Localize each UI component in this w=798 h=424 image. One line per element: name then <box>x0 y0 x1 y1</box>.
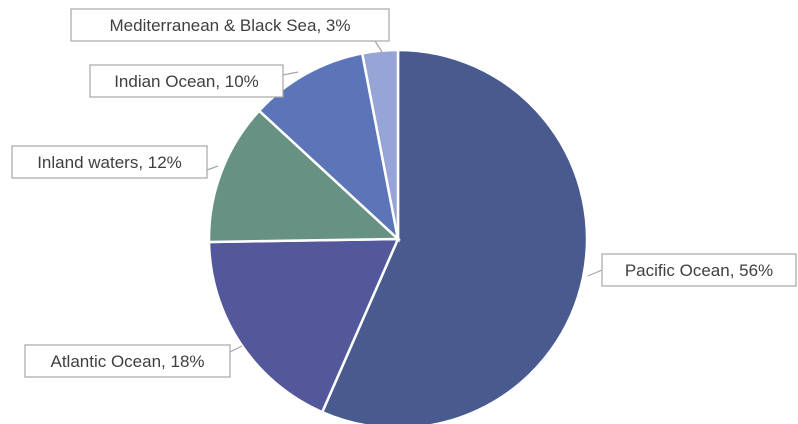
callout-box <box>89 64 284 98</box>
callouts: Pacific Ocean, 56% Atlantic Ocean, 18% Inl… <box>11 8 797 378</box>
slice-mediterranean-and-black-sea <box>360 48 400 240</box>
slice-atlantic-ocean <box>207 237 400 414</box>
callout-inland-waters: Inland waters, 12% <box>11 145 208 179</box>
callout-atlantic-ocean: Atlantic Ocean, 18% <box>24 344 231 378</box>
callout-pacific-ocean: Pacific Ocean, 56% <box>601 253 797 287</box>
slice-pacific-ocean <box>320 48 589 424</box>
leader-line-pacific-ocean <box>587 269 603 277</box>
callout-leaders <box>206 40 603 353</box>
callout-box <box>70 8 390 42</box>
data-label: Mediterranean & Black Sea, 3% <box>110 16 351 35</box>
slice-indian-ocean <box>257 51 400 243</box>
callout-box <box>601 253 797 287</box>
data-label: Atlantic Ocean, 18% <box>50 352 204 371</box>
leader-line-mediterranean-and-black-sea <box>374 40 383 53</box>
callout-box <box>11 145 208 179</box>
data-label: Pacific Ocean, 56% <box>625 261 773 280</box>
data-label: Inland waters, 12% <box>37 153 182 172</box>
callout-mediterranean-and-black-sea: Mediterranean & Black Sea, 3% <box>70 8 390 42</box>
data-label: Indian Ocean, 10% <box>114 72 259 91</box>
leader-line-indian-ocean <box>282 71 299 76</box>
slice-inland-waters <box>207 108 402 244</box>
callout-indian-ocean: Indian Ocean, 10% <box>89 64 284 98</box>
pie-slices <box>207 48 589 424</box>
leader-line-inland-waters <box>206 165 219 171</box>
callout-box <box>24 344 231 378</box>
leader-line-atlantic-ocean <box>229 345 243 353</box>
